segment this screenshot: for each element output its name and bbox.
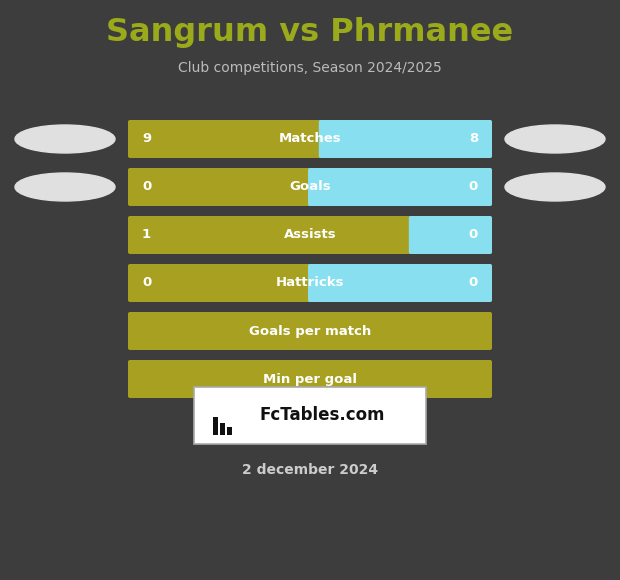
Text: FcTables.com: FcTables.com [259, 406, 385, 424]
Ellipse shape [505, 125, 605, 153]
FancyBboxPatch shape [319, 120, 492, 158]
Text: Hattricks: Hattricks [276, 277, 344, 289]
Text: 0: 0 [469, 277, 478, 289]
Text: Sangrum vs Phrmanee: Sangrum vs Phrmanee [107, 16, 513, 48]
FancyBboxPatch shape [128, 264, 492, 302]
Text: 0: 0 [142, 277, 151, 289]
FancyBboxPatch shape [128, 216, 492, 254]
FancyBboxPatch shape [213, 416, 218, 434]
Text: Min per goal: Min per goal [263, 372, 357, 386]
Text: 9: 9 [142, 132, 151, 146]
FancyBboxPatch shape [128, 360, 492, 398]
FancyBboxPatch shape [128, 312, 492, 350]
Text: Club competitions, Season 2024/2025: Club competitions, Season 2024/2025 [178, 61, 442, 75]
Text: 1: 1 [142, 229, 151, 241]
Text: Matches: Matches [278, 132, 342, 146]
FancyBboxPatch shape [409, 216, 492, 254]
FancyBboxPatch shape [194, 386, 426, 444]
Ellipse shape [15, 173, 115, 201]
Text: 0: 0 [142, 180, 151, 194]
Text: Assists: Assists [284, 229, 336, 241]
Text: 0: 0 [469, 180, 478, 194]
Ellipse shape [505, 173, 605, 201]
Text: 8: 8 [469, 132, 478, 146]
FancyBboxPatch shape [227, 426, 232, 434]
FancyBboxPatch shape [220, 422, 225, 434]
Ellipse shape [15, 125, 115, 153]
Text: Goals: Goals [289, 180, 331, 194]
FancyBboxPatch shape [128, 120, 492, 158]
FancyBboxPatch shape [308, 264, 492, 302]
FancyBboxPatch shape [128, 168, 492, 206]
Text: 0: 0 [469, 229, 478, 241]
Text: Goals per match: Goals per match [249, 324, 371, 338]
FancyBboxPatch shape [308, 168, 492, 206]
Text: 2 december 2024: 2 december 2024 [242, 463, 378, 477]
